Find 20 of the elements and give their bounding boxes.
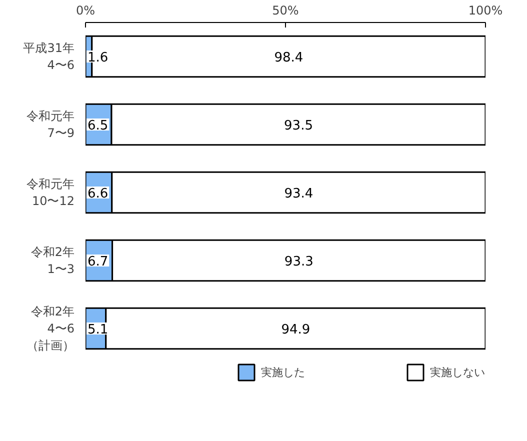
data-label: 1.6 (88, 50, 108, 66)
data-label: 6.5 (88, 118, 108, 134)
legend-label: 実施しない (430, 364, 485, 380)
data-label: 94.9 (281, 322, 310, 338)
data-label: 93.4 (284, 186, 314, 202)
y-tick-label: 平成31年 4〜6 (23, 41, 75, 72)
data-label: 5.1 (88, 322, 108, 338)
legend-label: 実施した (261, 364, 305, 380)
x-tick-label: 100% (468, 4, 503, 18)
data-label: 93.3 (284, 254, 314, 270)
y-tick-label: 令和元年 10〜12 (26, 177, 75, 208)
data-label: 6.6 (88, 186, 108, 202)
data-label: 6.7 (88, 254, 108, 270)
x-tick-label: 0% (76, 4, 96, 18)
x-tick-label: 50% (272, 4, 299, 18)
y-tick-label: 令和元年 7〜9 (26, 109, 75, 140)
y-tick-label: 令和2年 4〜6 （計画） (26, 304, 75, 352)
data-label: 98.4 (274, 50, 304, 66)
y-tick-label: 令和2年 1〜3 (30, 245, 75, 276)
data-label: 93.5 (284, 118, 313, 134)
